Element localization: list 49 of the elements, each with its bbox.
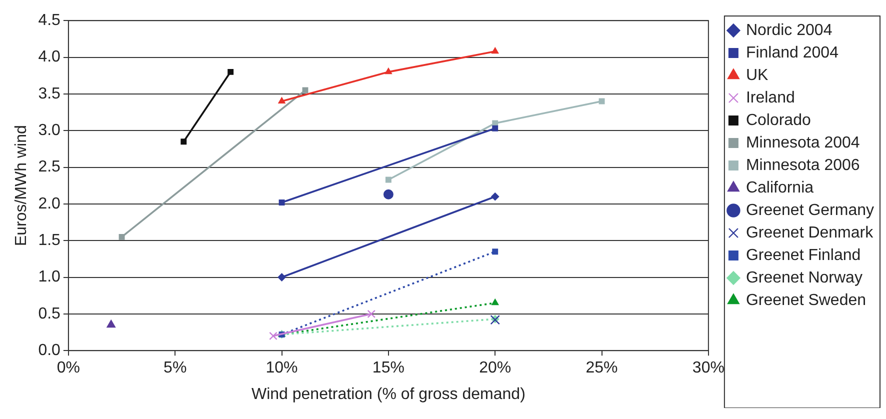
point — [385, 176, 392, 183]
x-axis-title: Wind penetration (% of gross demand) — [251, 386, 526, 403]
legend-label: Nordic 2004 — [746, 22, 832, 39]
legend-label: Finland 2004 — [746, 44, 839, 62]
legend-label: Greenet Sweden — [746, 292, 866, 309]
point — [278, 97, 286, 104]
point — [118, 234, 125, 240]
point — [269, 332, 278, 340]
y-tick-label: 3.0 — [38, 122, 61, 140]
y-tick-label: 4.5 — [38, 12, 61, 30]
point — [491, 192, 500, 201]
point — [106, 320, 116, 328]
point — [278, 199, 285, 206]
y-tick-label: 3.5 — [38, 85, 61, 102]
point — [180, 138, 187, 145]
legend-label: Minnesota 2004 — [746, 134, 860, 152]
x-tick-label: 25% — [586, 360, 618, 377]
legend-label: Minnesota 2006 — [746, 156, 860, 174]
point — [492, 125, 498, 132]
point — [278, 273, 286, 282]
point — [384, 68, 392, 74]
point — [492, 47, 499, 54]
y-tick-label: 2.5 — [38, 158, 61, 176]
x-tick-label: 15% — [372, 360, 404, 377]
point — [383, 189, 394, 200]
legend-label: Colorado — [746, 112, 811, 129]
point — [367, 310, 376, 318]
y-tick-label: 1.0 — [38, 268, 61, 286]
legend-label: Greenet Denmark — [746, 224, 874, 242]
legend-label: California — [746, 179, 814, 196]
x-tick-label: 0% — [56, 360, 80, 377]
x-tick-label: 10% — [266, 360, 298, 377]
y-tick-label: 0.5 — [38, 305, 61, 322]
x-tick-label: 20% — [479, 360, 512, 377]
x-tick-label: 30% — [692, 360, 724, 377]
legend-label: Ireland — [746, 89, 795, 106]
y-tick-label: 2.0 — [38, 195, 61, 212]
y-tick-label: 1.5 — [38, 232, 61, 250]
y-tick-label: 0.0 — [38, 342, 61, 360]
y-axis-title: Euros/MWh wind — [13, 125, 30, 246]
legend-label: UK — [746, 66, 768, 84]
point — [598, 98, 605, 104]
point — [492, 248, 498, 255]
point — [228, 68, 234, 75]
y-tick-label: 4.0 — [38, 48, 61, 66]
x-tick-label: 5% — [164, 360, 187, 377]
legend-label: Greenet Finland — [746, 246, 861, 264]
legend-label: Greenet Germany — [746, 202, 874, 219]
legend-label: Greenet Norway — [746, 269, 862, 286]
